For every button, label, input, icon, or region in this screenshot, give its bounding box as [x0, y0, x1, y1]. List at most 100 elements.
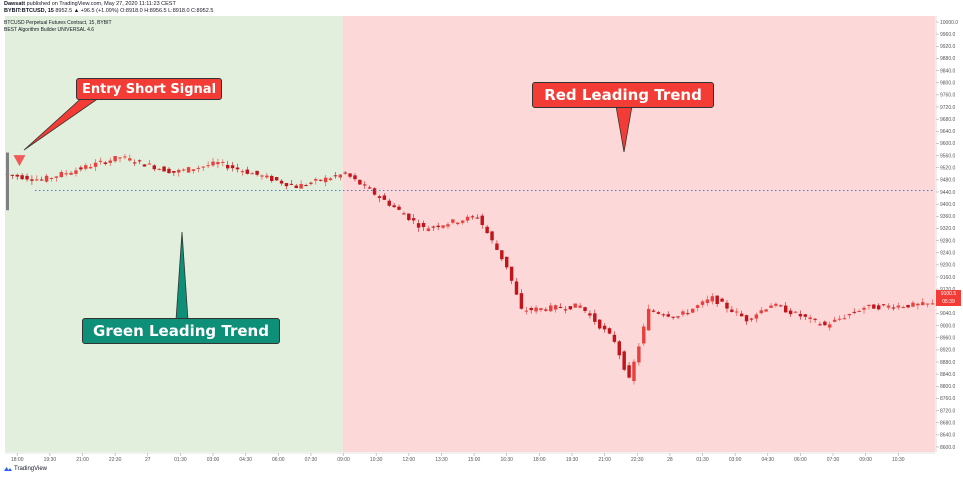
candle-body	[54, 176, 59, 178]
x-tick-label: 18:00	[11, 457, 24, 463]
candle-body	[798, 313, 803, 317]
y-tick-label: 8840.0	[940, 372, 956, 378]
indicator-label[interactable]: BEST Algorithm Builder UNIVERSAL 4.6	[4, 27, 95, 33]
y-tick-label: 8640.0	[940, 433, 956, 439]
x-tick-label: 27	[145, 457, 151, 463]
footer-brand[interactable]: TradingView	[14, 466, 48, 472]
x-tick-label: 09:00	[859, 457, 872, 463]
candle-body	[172, 171, 176, 173]
candle-body	[911, 302, 915, 307]
candle-body	[901, 307, 905, 309]
candle-body	[813, 318, 817, 320]
y-tick-label: 9760.0	[940, 93, 956, 99]
candle-body	[847, 313, 852, 316]
y-tick-label: 9960.0	[940, 32, 956, 38]
candle-body	[98, 160, 103, 162]
y-tick-label: 8880.0	[940, 360, 956, 366]
candle-body	[646, 308, 651, 331]
candle-body	[270, 175, 274, 181]
y-tick-label: 8960.0	[940, 336, 956, 342]
candle-body	[392, 205, 396, 208]
candle-body	[216, 162, 220, 165]
y-tick-label: 9120.0	[940, 287, 956, 293]
candle-body	[671, 316, 675, 318]
x-tick-label: 03:00	[729, 457, 742, 463]
x-tick-label: 15:00	[468, 457, 481, 463]
short-signal-icon	[13, 155, 26, 167]
ohlc-readout: 8952.5 ▲ +96.5 (+1.09%) O:8918.0 H:8956.…	[55, 8, 214, 14]
candle-body	[622, 351, 626, 370]
symbol-label[interactable]: BYBIT:BTCUSD, 15	[4, 8, 54, 14]
candle-body	[764, 309, 768, 312]
candle-body	[436, 225, 440, 228]
candle-body	[333, 175, 338, 177]
candle-body	[416, 223, 421, 228]
tradingview-logo-icon[interactable]	[4, 466, 12, 472]
candle-body	[593, 313, 597, 322]
x-tick-label: 28	[667, 457, 673, 463]
candle-body	[64, 173, 68, 175]
y-tick-label: 9840.0	[940, 68, 956, 74]
candle-body	[177, 169, 181, 173]
candle-body	[842, 318, 847, 320]
entry-short-signal-callout: Entry Short Signal	[76, 78, 222, 100]
candle-body	[735, 311, 739, 313]
candle-body	[265, 175, 269, 178]
candle-body	[828, 324, 832, 328]
candle-body	[602, 325, 607, 330]
candle-body	[25, 175, 29, 180]
countdown-tag: 05:39	[936, 298, 961, 306]
candle-body	[930, 303, 935, 305]
candle-body	[186, 167, 191, 173]
candle-body	[881, 304, 886, 306]
candle-body	[35, 179, 39, 181]
y-tick-label: 9720.0	[940, 105, 956, 111]
candle-body	[852, 311, 856, 313]
candle-body	[563, 309, 568, 311]
candle-body	[49, 177, 54, 179]
x-tick-label: 18:00	[533, 457, 546, 463]
candle-body	[656, 312, 661, 314]
y-tick-label: 9600.0	[940, 141, 956, 147]
candle-body	[465, 216, 470, 221]
x-tick-label: 07:30	[827, 457, 840, 463]
candle-body	[617, 341, 622, 356]
x-tick-label: 19:30	[566, 457, 579, 463]
candle-body	[886, 305, 891, 308]
candle-body	[549, 305, 553, 312]
candle-body	[260, 175, 264, 177]
x-tick-label: 16:30	[500, 457, 513, 463]
y-tick-label: 9880.0	[940, 56, 956, 62]
candle-body	[470, 216, 475, 218]
candle-body	[118, 157, 122, 159]
author-name[interactable]: Dawsatt	[4, 1, 26, 7]
candle-body	[583, 307, 587, 311]
candle-body	[74, 170, 78, 174]
entry-short-signal-label: Entry Short Signal	[81, 81, 217, 97]
candle-body	[495, 243, 499, 250]
y-tick-label: 9400.0	[940, 202, 956, 208]
candle-body	[857, 310, 861, 312]
candle-body	[279, 180, 284, 184]
candle-body	[837, 318, 842, 320]
candle-body	[338, 174, 343, 178]
candle-body	[705, 299, 710, 304]
y-tick-label: 9640.0	[940, 129, 956, 135]
candle-body	[661, 314, 666, 316]
candle-body	[426, 228, 431, 232]
candle-body	[323, 177, 328, 183]
candle-body	[309, 182, 313, 184]
candle-body	[681, 311, 685, 315]
candle-body	[539, 308, 543, 311]
candle-body	[113, 156, 117, 162]
candle-body	[906, 304, 910, 308]
candle-body	[196, 167, 201, 169]
candle-body	[739, 313, 744, 317]
candle-body	[128, 158, 132, 161]
candle-body	[411, 218, 416, 221]
candle-body	[132, 162, 137, 164]
x-tick-label: 07:30	[305, 457, 318, 463]
x-tick-label: 13:30	[435, 457, 448, 463]
y-tick-label: 9280.0	[940, 238, 956, 244]
